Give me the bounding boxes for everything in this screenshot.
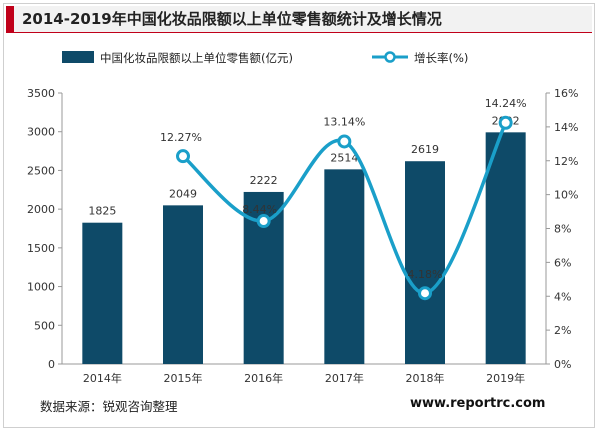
title-bar (6, 6, 592, 32)
bar-value-label: 2514 (330, 151, 358, 164)
x-tick-label: 2015年 (164, 371, 203, 385)
x-tick-label: 2019年 (486, 371, 525, 385)
x-tick-label: 2018年 (406, 371, 445, 385)
bar-value-label: 2619 (411, 143, 439, 156)
x-tick-label: 2016年 (244, 371, 283, 385)
y2-tick-label: 10% (554, 189, 578, 202)
legend-bar-swatch (62, 51, 94, 63)
y2-tick-label: 2% (554, 324, 571, 337)
legend-line-label: 增长率(%) (414, 51, 468, 65)
bar-value-label: 2049 (169, 187, 197, 200)
bar (405, 161, 445, 364)
y-tick-label: 2000 (27, 203, 55, 216)
line-point (418, 286, 432, 301)
y2-tick-label: 12% (554, 155, 578, 168)
y-tick-label: 1000 (27, 281, 55, 294)
source-note: 数据来源：锐观咨询整理 (40, 399, 178, 414)
bar (163, 205, 203, 364)
line-value-label: 12.27% (160, 131, 202, 144)
y2-tick-label: 6% (554, 256, 571, 269)
y2-tick-label: 4% (554, 290, 571, 303)
y-tick-label: 2500 (27, 164, 55, 177)
bar-value-label: 2222 (250, 174, 278, 187)
y2-tick-label: 16% (554, 87, 578, 100)
title-accent (6, 6, 14, 32)
line-point (337, 134, 352, 149)
line-value-label: 14.24% (485, 97, 527, 110)
legend-line-marker (384, 51, 396, 63)
legend-bar-label: 中国化妆品限额以上单位零售额(亿元) (100, 51, 293, 65)
y-tick-label: 3500 (27, 87, 55, 100)
chart-title: 2014-2019年中国化妆品限额以上单位零售额统计及增长情况 (22, 10, 442, 28)
y2-tick-label: 14% (554, 121, 578, 134)
line-point (498, 115, 513, 130)
line-value-label: 8.44% (242, 203, 277, 216)
y-tick-label: 1500 (27, 242, 55, 255)
line-value-label: 4.18% (408, 268, 443, 281)
website-label: www.reportrc.com (410, 396, 546, 411)
x-tick-label: 2014年 (83, 371, 122, 385)
x-tick-label: 2017年 (325, 371, 364, 385)
line-value-label: 13.14% (323, 115, 365, 128)
line-point (176, 149, 190, 164)
y2-tick-label: 8% (554, 223, 571, 236)
title-rule (6, 32, 592, 33)
growth-rate-line (181, 122, 508, 295)
bar (485, 132, 526, 364)
bar (324, 169, 365, 364)
y-tick-label: 3000 (27, 126, 55, 139)
y2-tick-label: 0% (554, 358, 571, 371)
y-tick-label: 500 (34, 319, 55, 332)
y-tick-label: 0 (48, 358, 55, 371)
line-point (256, 214, 271, 229)
bar-value-label: 1825 (88, 205, 116, 218)
bar (82, 222, 123, 364)
